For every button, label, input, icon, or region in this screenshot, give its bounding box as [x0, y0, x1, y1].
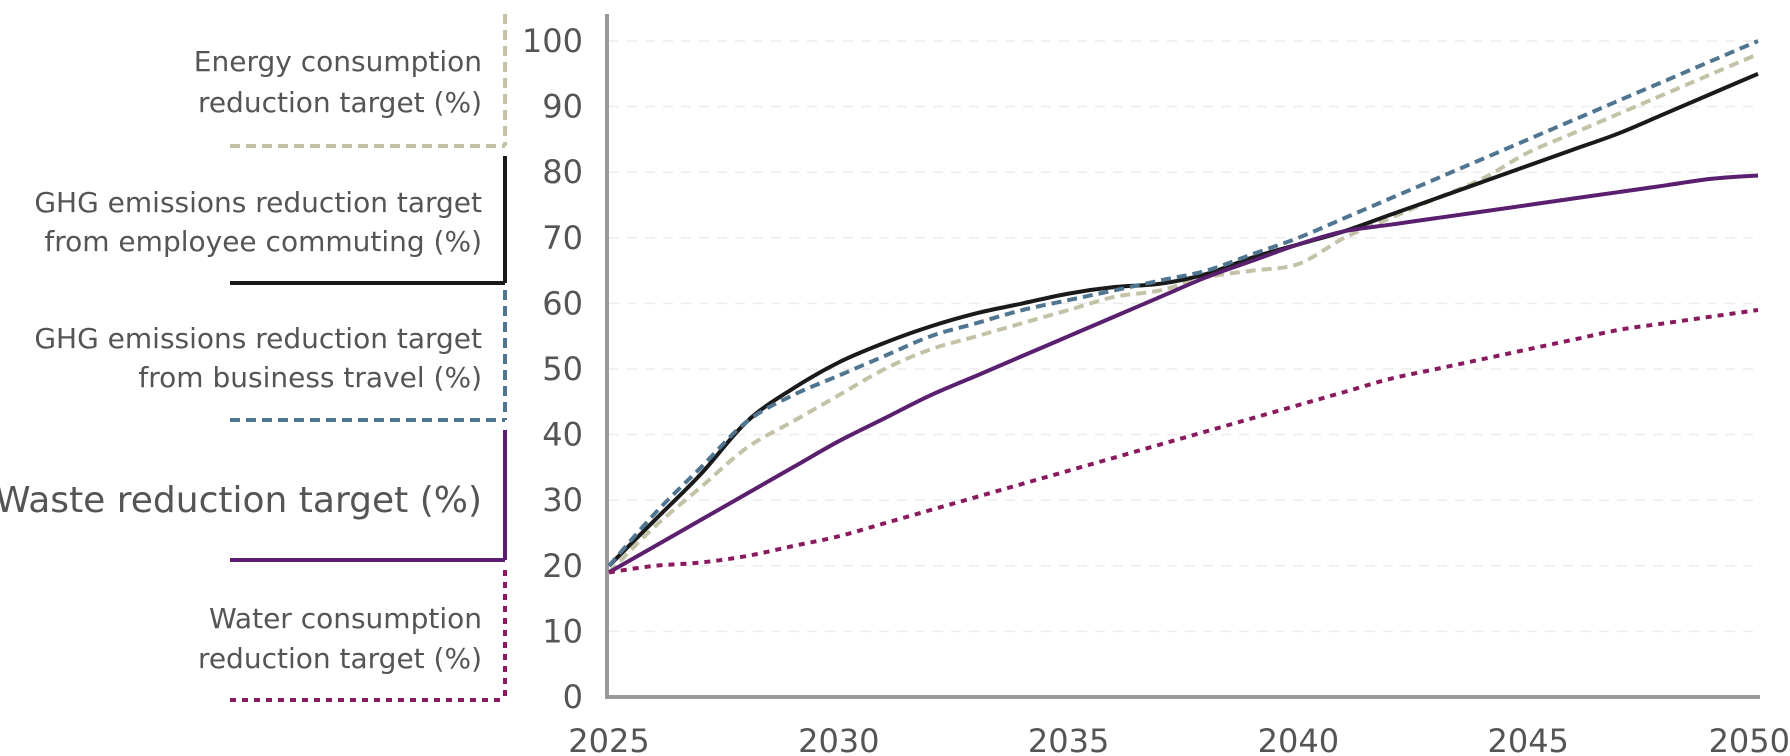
- legend-label: reduction target (%): [198, 86, 482, 119]
- legend-label: GHG emissions reduction target: [34, 186, 482, 219]
- y-tick-label: 50: [542, 350, 583, 388]
- x-tick-label: 2035: [1028, 722, 1109, 756]
- axes: [605, 14, 1760, 699]
- y-tick-label: 10: [542, 612, 583, 650]
- series-line: [607, 71, 1759, 568]
- legend-label: from employee commuting (%): [44, 225, 482, 258]
- y-tick-label: 70: [542, 219, 583, 257]
- x-tick-label: 2045: [1487, 722, 1568, 756]
- series-line: [607, 52, 1759, 574]
- y-tick-label: 0: [563, 678, 583, 716]
- y-tick-label: 100: [522, 22, 583, 60]
- legend-label: from business travel (%): [138, 361, 482, 394]
- legend: Energy consumption reduction target (%) GH…: [0, 14, 507, 702]
- legend-label: reduction target (%): [198, 642, 482, 675]
- legend-label: Energy consumption: [194, 45, 482, 78]
- series-line: [608, 173, 1759, 575]
- y-tick-label: 80: [542, 153, 583, 191]
- y-tick-label: 60: [542, 284, 583, 322]
- y-tick-label: 40: [542, 416, 583, 454]
- x-tick-labels: 2025 2030 2035 2040 2045 2050: [568, 722, 1790, 756]
- y-tick-label: 20: [542, 547, 583, 585]
- x-tick-label: 2050: [1709, 722, 1790, 756]
- x-tick-label: 2030: [798, 722, 879, 756]
- legend-label: GHG emissions reduction target: [34, 322, 482, 355]
- series-line: [607, 39, 1759, 568]
- y-tick-label: 90: [542, 88, 583, 126]
- x-tick-label: 2040: [1258, 722, 1339, 756]
- x-tick-label: 2025: [568, 722, 649, 756]
- y-tick-label: 30: [542, 481, 583, 519]
- y-tick-labels: 0 10 20 30 40 50 60 70 80 90 100: [522, 22, 583, 716]
- series-line: [608, 308, 1759, 575]
- legend-label: Water consumption: [209, 602, 482, 635]
- grid-lines: [609, 40, 1758, 633]
- series-lines: [607, 39, 1759, 575]
- legend-label: Waste reduction target (%): [0, 480, 482, 521]
